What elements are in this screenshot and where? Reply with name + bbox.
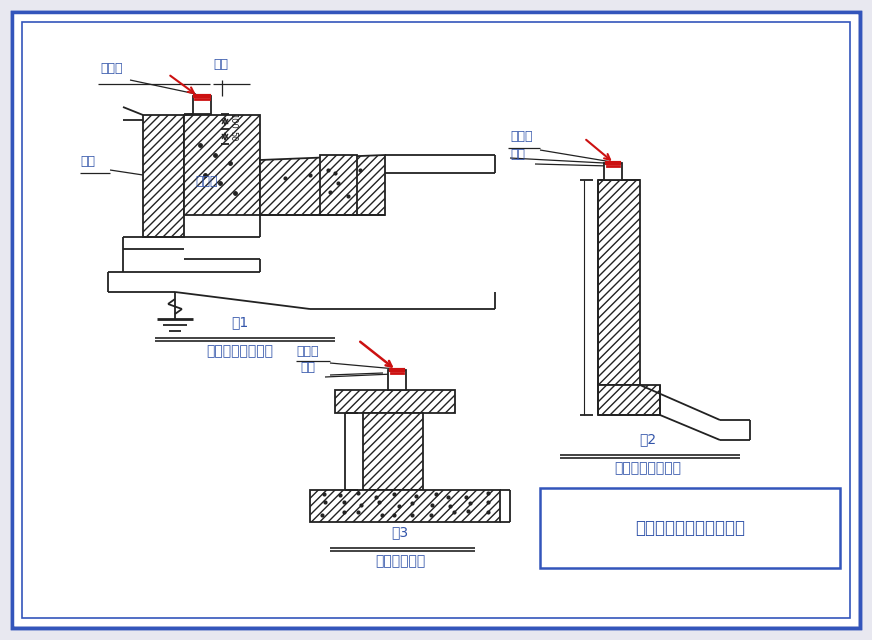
Polygon shape [143, 115, 184, 237]
Text: 接闪带: 接闪带 [100, 62, 122, 75]
Text: 接闪带支架安装图（一）: 接闪带支架安装图（一） [635, 519, 745, 537]
Text: 图3: 图3 [392, 525, 409, 539]
Polygon shape [310, 490, 500, 522]
Polygon shape [184, 115, 260, 215]
Polygon shape [598, 385, 660, 415]
Polygon shape [260, 155, 385, 215]
Text: 天沟上做法（一）: 天沟上做法（一） [207, 344, 274, 358]
Text: 接闪带: 接闪带 [510, 130, 533, 143]
Bar [540, 488, 840, 568]
Text: 支架: 支架 [301, 361, 316, 374]
Text: 图2: 图2 [639, 432, 657, 446]
Text: 100: 100 [228, 113, 237, 129]
Bar [391, 373, 403, 387]
Text: 50: 50 [228, 131, 237, 141]
Text: 预埋件: 预埋件 [195, 175, 217, 188]
Bar [388, 370, 406, 390]
Polygon shape [363, 413, 423, 490]
Polygon shape [598, 180, 640, 385]
Bar [193, 96, 211, 114]
Text: 女儿墙上做法: 女儿墙上做法 [375, 554, 426, 568]
Polygon shape [320, 155, 357, 215]
Text: 支架: 支架 [213, 58, 228, 71]
Text: 天沟上做法（二）: 天沟上做法（二） [615, 461, 682, 475]
Text: 支架: 支架 [510, 148, 525, 161]
Text: 图1: 图1 [231, 315, 249, 329]
Polygon shape [335, 390, 455, 413]
Text: 焊接: 焊接 [80, 155, 95, 168]
Text: 接闪带: 接闪带 [296, 345, 319, 358]
Bar [604, 163, 622, 180]
